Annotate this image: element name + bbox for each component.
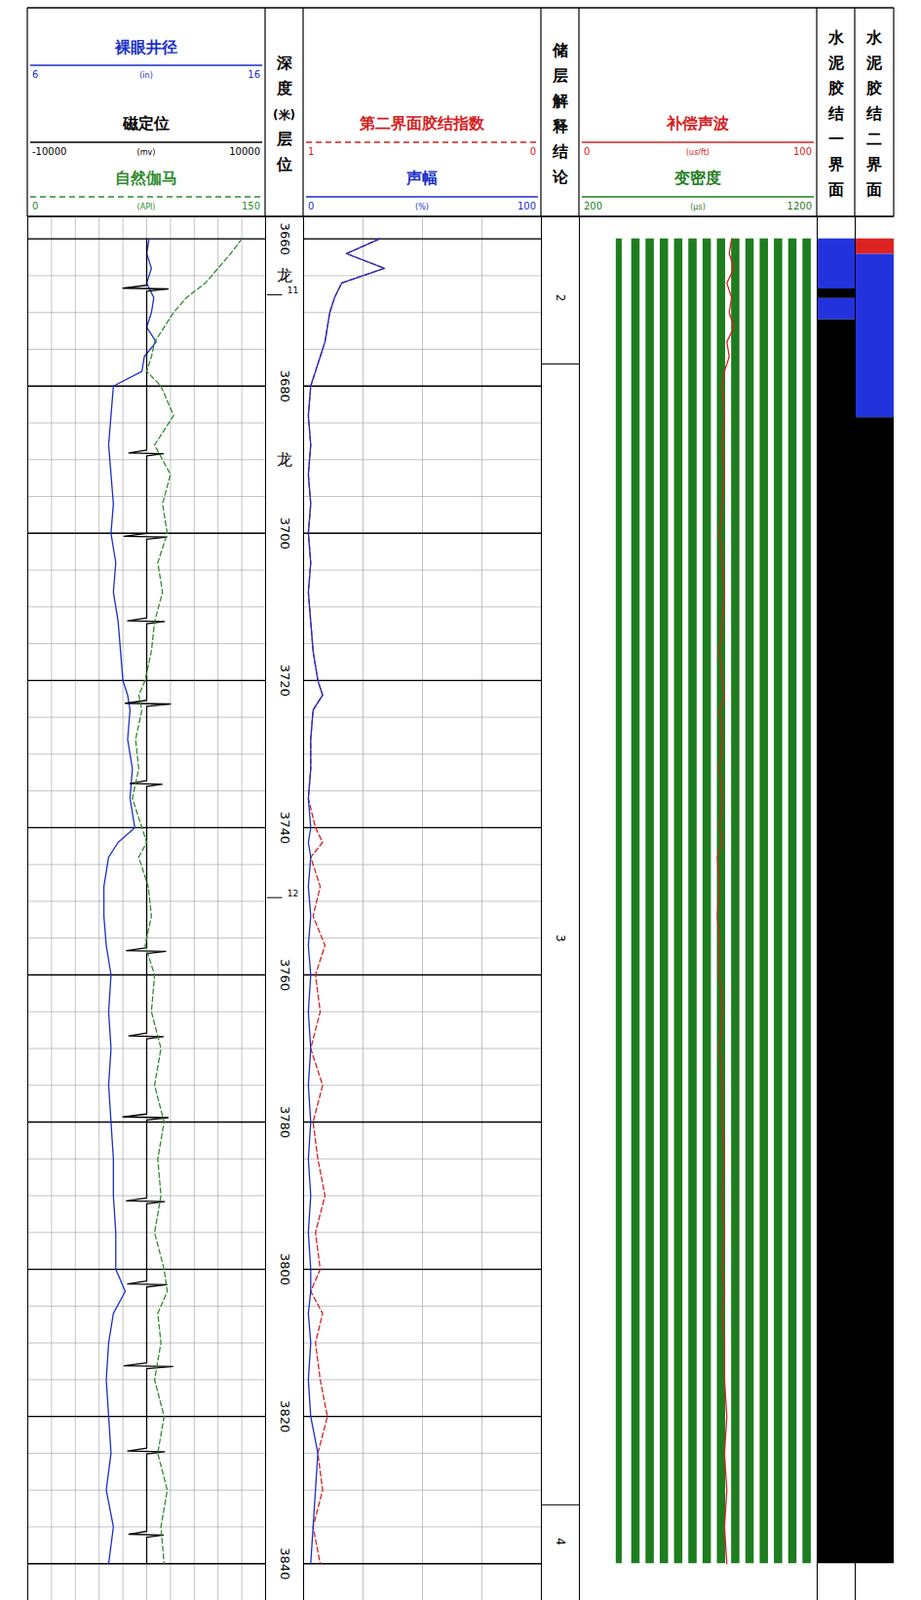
- svg-text:3840: 3840: [277, 1547, 293, 1580]
- svg-text:0: 0: [32, 200, 39, 212]
- svg-text:龙: 龙: [276, 266, 293, 285]
- svg-text:3820: 3820: [277, 1400, 293, 1433]
- svg-text:(us/ft): (us/ft): [686, 148, 710, 157]
- svg-text:度: 度: [275, 78, 293, 98]
- svg-text:16: 16: [247, 69, 261, 80]
- svg-text:泥: 泥: [865, 53, 883, 73]
- svg-text:1: 1: [307, 146, 314, 157]
- svg-text:界: 界: [865, 154, 883, 174]
- svg-text:自然伽马: 自然伽马: [115, 168, 178, 188]
- svg-text:结: 结: [551, 142, 569, 161]
- svg-text:150: 150: [241, 200, 261, 212]
- svg-text:3760: 3760: [277, 959, 293, 992]
- svg-text:(米): (米): [272, 108, 296, 122]
- svg-text:3800: 3800: [277, 1253, 293, 1286]
- svg-text:论: 论: [551, 167, 570, 187]
- svg-text:结: 结: [865, 104, 883, 123]
- svg-text:层: 层: [275, 129, 293, 149]
- svg-text:裸眼井径: 裸眼井径: [114, 38, 178, 57]
- svg-text:位: 位: [275, 154, 293, 174]
- svg-text:11: 11: [287, 285, 299, 296]
- svg-text:面: 面: [827, 180, 845, 199]
- svg-text:0: 0: [583, 146, 590, 157]
- svg-text:2: 2: [553, 294, 568, 303]
- svg-text:界: 界: [827, 154, 845, 174]
- svg-text:层: 层: [551, 66, 569, 85]
- svg-text:12: 12: [287, 888, 299, 899]
- svg-text:3720: 3720: [277, 664, 293, 697]
- svg-text:结: 结: [827, 104, 845, 123]
- svg-text:6: 6: [32, 69, 39, 80]
- svg-text:释: 释: [551, 116, 569, 136]
- svg-text:胶: 胶: [827, 78, 845, 98]
- svg-text:水: 水: [827, 28, 845, 47]
- svg-text:200: 200: [583, 200, 603, 212]
- svg-text:面: 面: [865, 180, 883, 199]
- svg-text:(API): (API): [137, 202, 156, 212]
- svg-text:1200: 1200: [787, 200, 812, 212]
- svg-text:(µs): (µs): [690, 202, 706, 212]
- svg-text:龙: 龙: [276, 450, 293, 469]
- svg-text:储: 储: [551, 40, 569, 60]
- svg-text:3780: 3780: [277, 1106, 293, 1139]
- svg-text:一: 一: [828, 129, 845, 149]
- svg-text:3680: 3680: [277, 370, 293, 403]
- svg-text:(%): (%): [415, 202, 429, 212]
- svg-text:-10000: -10000: [32, 146, 67, 157]
- svg-text:(mv): (mv): [137, 148, 156, 157]
- svg-text:3660: 3660: [277, 223, 293, 256]
- svg-text:泥: 泥: [827, 53, 845, 73]
- svg-text:3740: 3740: [277, 811, 293, 845]
- svg-text:第二界面胶结指数: 第二界面胶结指数: [358, 114, 486, 133]
- svg-text:(in): (in): [139, 71, 154, 80]
- svg-text:解: 解: [551, 91, 569, 111]
- svg-text:声幅: 声幅: [405, 168, 438, 188]
- svg-text:10000: 10000: [229, 146, 261, 157]
- svg-text:4: 4: [553, 1537, 568, 1546]
- svg-text:二: 二: [866, 129, 883, 149]
- svg-text:磁定位: 磁定位: [121, 114, 170, 133]
- svg-text:3700: 3700: [277, 517, 293, 550]
- svg-text:0: 0: [530, 146, 537, 157]
- svg-text:0: 0: [307, 200, 314, 212]
- svg-text:补偿声波: 补偿声波: [665, 114, 730, 133]
- svg-text:水: 水: [865, 28, 883, 47]
- svg-text:变密度: 变密度: [673, 168, 722, 188]
- svg-text:深: 深: [275, 53, 294, 73]
- svg-text:100: 100: [517, 200, 537, 212]
- svg-text:胶: 胶: [865, 78, 883, 98]
- svg-text:100: 100: [793, 146, 812, 157]
- svg-text:3: 3: [553, 934, 568, 943]
